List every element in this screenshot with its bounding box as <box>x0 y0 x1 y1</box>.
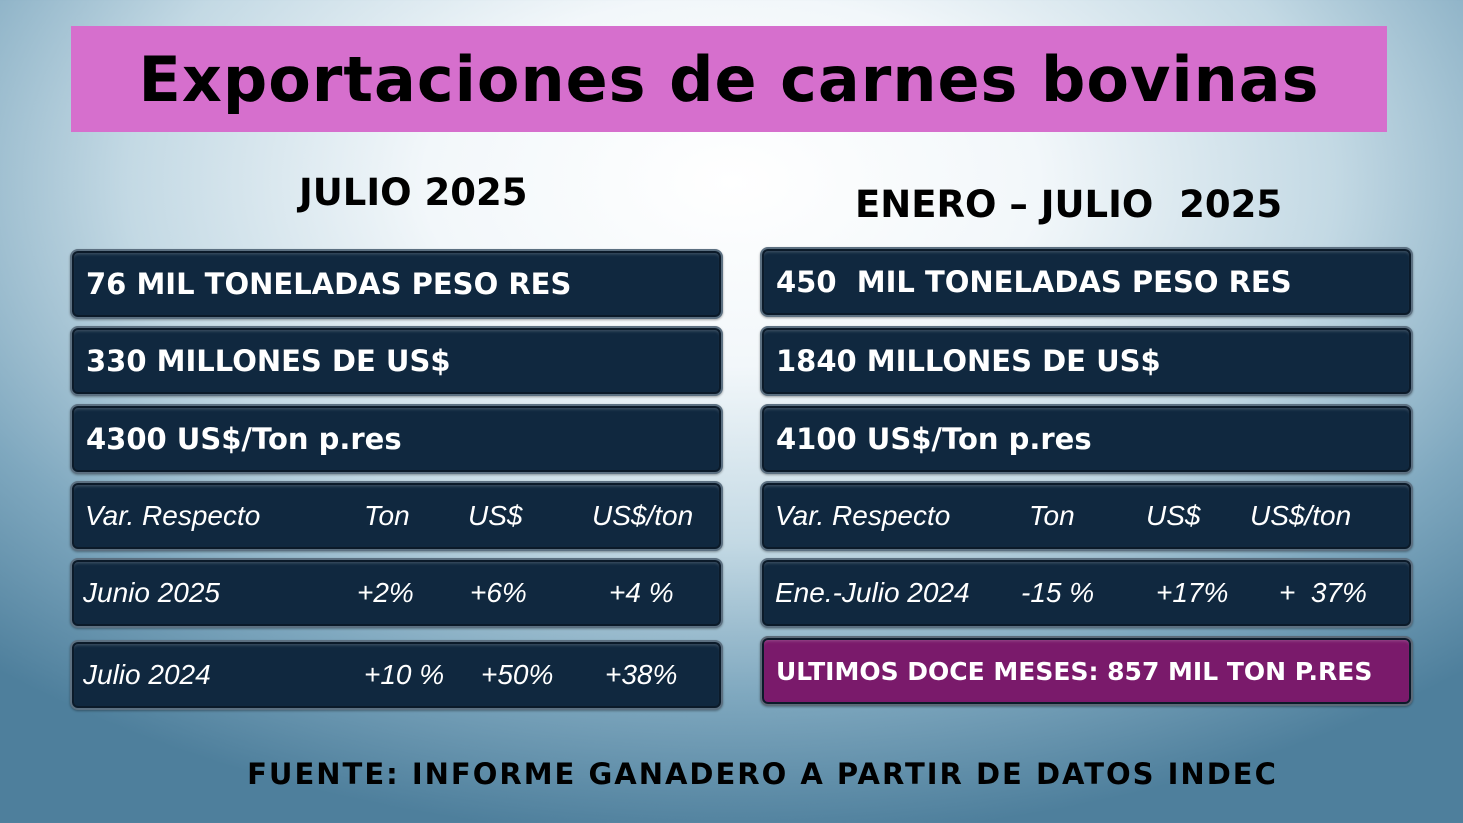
right-column-heading: ENERO – JULIO 2025 <box>855 183 1283 226</box>
left-row1-label: Junio 2025 <box>83 577 221 608</box>
right-twelve-month-box: ULTIMOS DOCE MESES: 857 MIL TON P.RES <box>760 636 1413 706</box>
right-table-row-ene-julio: Ene.-Julio 2024 -15 % +17% + 37% <box>760 558 1413 628</box>
right-price-box: 4100 US$/Ton p.res <box>760 404 1413 474</box>
left-value-text: 330 MILLONES DE US$ <box>86 344 451 378</box>
left-row2-usd-ton: +38% <box>605 659 678 690</box>
right-twelve-month-text: ULTIMOS DOCE MESES: 857 MIL TON P.RES <box>776 656 1373 686</box>
left-row1-usd: +6% <box>470 577 527 608</box>
left-table-header: Var. Respecto Ton US$ US$/ton <box>70 481 723 551</box>
source-footer: FUENTE: INFORME GANADERO A PARTIR DE DAT… <box>247 757 1278 791</box>
left-price-box: 4300 US$/Ton p.res <box>70 404 723 474</box>
left-table-row-junio: Junio 2025 +2% +6% +4 % <box>70 558 723 628</box>
right-value-text: 1840 MILLONES DE US$ <box>776 344 1161 378</box>
right-price-text: 4100 US$/Ton p.res <box>776 422 1092 456</box>
left-row2-label: Julio 2024 <box>83 659 211 690</box>
left-tonnage-box: 76 MIL TONELADAS PESO RES <box>70 249 723 319</box>
left-row2-usd: +50% <box>481 659 554 690</box>
left-row1-usd-ton: +4 % <box>609 577 674 608</box>
right-table-header: Var. Respecto Ton US$ US$/ton <box>760 481 1413 551</box>
title-banner: Exportaciones de carnes bovinas <box>71 26 1387 132</box>
left-table-row-julio: Julio 2024 +10 % +50% +38% <box>70 640 723 710</box>
left-header-usd: US$ <box>468 500 523 531</box>
right-header-ton: Ton <box>1029 500 1075 531</box>
right-tonnage-box: 450 MIL TONELADAS PESO RES <box>760 247 1413 317</box>
right-value-box: 1840 MILLONES DE US$ <box>760 326 1413 396</box>
left-price-text: 4300 US$/Ton p.res <box>86 422 402 456</box>
left-row2-ton: +10 % <box>364 659 445 690</box>
right-header-label: Var. Respecto <box>775 500 951 531</box>
right-header-usd: US$ <box>1146 500 1201 531</box>
left-row1-ton: +2% <box>357 577 414 608</box>
right-row1-usd-ton: + 37% <box>1279 577 1367 608</box>
right-tonnage-text: 450 MIL TONELADAS PESO RES <box>776 265 1292 299</box>
left-header-usd-ton: US$/ton <box>592 500 694 531</box>
right-row1-label: Ene.-Julio 2024 <box>775 577 970 608</box>
left-header-ton: Ton <box>364 500 410 531</box>
left-tonnage-text: 76 MIL TONELADAS PESO RES <box>86 267 572 301</box>
left-header-label: Var. Respecto <box>85 500 261 531</box>
right-header-usd-ton: US$/ton <box>1250 500 1352 531</box>
page-title: Exportaciones de carnes bovinas <box>138 42 1320 116</box>
left-value-box: 330 MILLONES DE US$ <box>70 326 723 396</box>
right-row1-ton: -15 % <box>1021 577 1095 608</box>
right-row1-usd: +17% <box>1156 577 1229 608</box>
left-column-heading: JULIO 2025 <box>299 171 528 214</box>
